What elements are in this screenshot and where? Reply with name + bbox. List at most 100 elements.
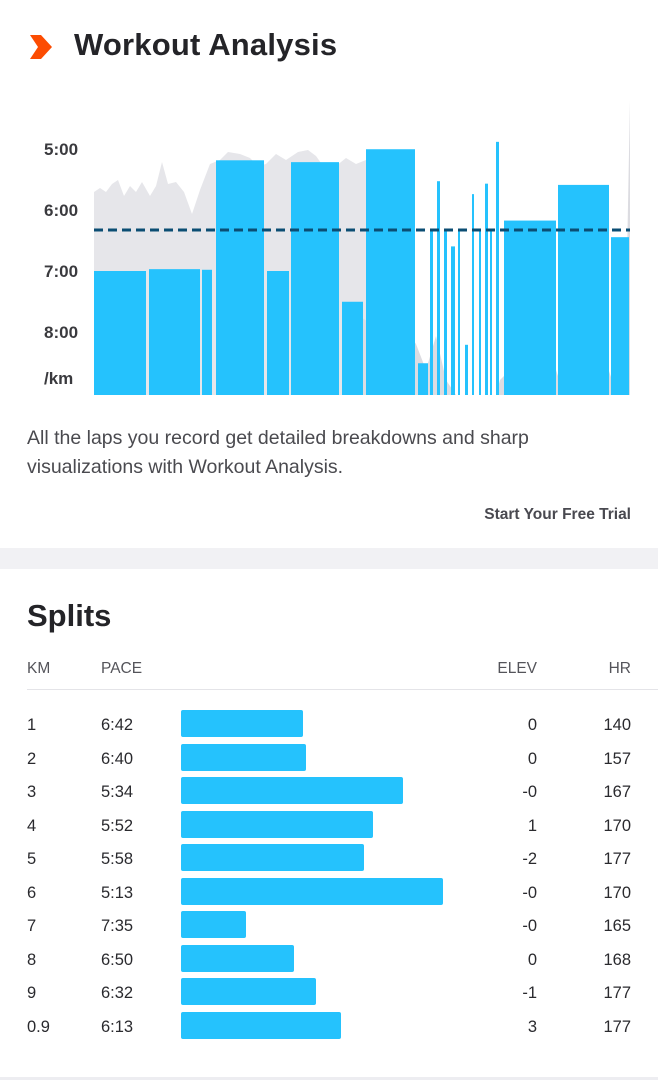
split-hr: 177 [603, 1017, 631, 1036]
split-pace: 6:40 [101, 749, 134, 768]
workout-analysis-description: All the laps you record get detailed bre… [27, 427, 529, 478]
split-pace: 5:34 [101, 783, 134, 801]
column-header-hr: HR [608, 660, 631, 677]
y-tick-label: 6:00 [44, 201, 79, 220]
lap-bar[interactable] [479, 229, 481, 395]
split-hr: 168 [603, 950, 631, 969]
split-hr: 170 [603, 816, 631, 835]
splits-title: Splits [27, 598, 112, 633]
split-elev: -0 [522, 883, 537, 902]
split-elev: 0 [527, 716, 537, 734]
split-pace-bar [181, 877, 443, 905]
table-row[interactable]: 3 5:34 -0 167 [0, 777, 658, 811]
lap-bars-svg [94, 100, 630, 395]
split-elev: -0 [522, 783, 537, 801]
lap-bar[interactable] [451, 246, 455, 395]
lap-bar[interactable] [485, 183, 488, 395]
split-hr: 165 [603, 917, 631, 935]
split-hr: 170 [603, 883, 631, 902]
split-elev: 3 [527, 1017, 537, 1036]
split-hr: 157 [603, 749, 631, 768]
lap-bar[interactable] [94, 271, 146, 395]
table-row[interactable]: 0.9 6:13 3 177 [0, 1011, 658, 1046]
bottom-divider [0, 1077, 658, 1080]
column-header-elev: ELEV [497, 660, 537, 677]
workout-analysis-header: Workout Analysis [0, 0, 658, 96]
split-pace: 6:32 [101, 984, 134, 1002]
lap-bar[interactable] [149, 269, 200, 395]
split-km: 2 [27, 749, 37, 768]
lap-bar[interactable] [291, 162, 339, 395]
split-pace: 6:42 [101, 716, 134, 734]
lap-bar[interactable] [490, 229, 492, 395]
split-elev: -1 [522, 984, 537, 1002]
table-row[interactable]: 2 6:40 0 157 [0, 743, 658, 778]
y-tick-label: 8:00 [44, 323, 79, 342]
y-tick-label: 5:00 [44, 140, 79, 159]
lap-bar[interactable] [366, 149, 415, 395]
lap-bar[interactable] [342, 301, 363, 395]
split-pace: 6:50 [101, 950, 134, 969]
split-pace-bar [181, 844, 364, 871]
chevron-logo-icon [30, 35, 52, 59]
table-row[interactable]: 5 5:58 -2 177 [0, 844, 658, 878]
split-hr: 140 [603, 716, 631, 734]
lap-bar[interactable] [504, 220, 556, 395]
lap-bar[interactable] [496, 141, 499, 395]
start-free-trial-link[interactable]: Start Your Free Trial [484, 506, 631, 523]
lap-bar[interactable] [444, 229, 447, 395]
table-row[interactable]: 4 5:52 1 170 [0, 810, 658, 845]
split-pace-bar [181, 743, 306, 771]
split-pace-bar [181, 978, 316, 1005]
lap-bar[interactable] [558, 184, 609, 395]
workout-analysis-chart[interactable]: 5:00 6:00 7:00 8:00 /km [0, 100, 658, 400]
split-pace-bar [181, 1011, 341, 1039]
split-km: 7 [27, 917, 37, 935]
split-pace-bar [181, 944, 294, 972]
split-pace: 5:52 [101, 816, 134, 835]
lap-bar[interactable] [418, 363, 428, 395]
table-row[interactable]: 6 5:13 -0 170 [0, 877, 658, 912]
split-elev: -2 [522, 850, 537, 868]
workout-analysis-title: Workout Analysis [74, 27, 338, 62]
split-pace: 5:58 [101, 850, 134, 868]
split-hr: 167 [603, 783, 631, 801]
lap-bar[interactable] [472, 194, 474, 395]
table-row[interactable]: 9 6:32 -1 177 [0, 978, 658, 1012]
split-hr: 177 [603, 850, 631, 868]
split-elev: -0 [522, 917, 537, 935]
split-elev: 0 [527, 749, 537, 768]
table-header-divider [27, 689, 658, 690]
split-km: 6 [27, 883, 37, 902]
lap-bar[interactable] [465, 344, 468, 395]
split-pace-bar [181, 710, 303, 737]
column-header-km: KM [27, 660, 51, 677]
table-row[interactable]: 7 7:35 -0 165 [0, 911, 658, 945]
y-axis-unit: /km [44, 369, 74, 388]
lap-bar[interactable] [430, 229, 433, 395]
split-pace: 7:35 [101, 917, 134, 935]
table-row[interactable]: 8 6:50 0 168 [0, 944, 658, 979]
split-pace-bar [181, 911, 246, 938]
split-km: 3 [27, 783, 37, 801]
table-row[interactable]: 1 6:42 0 140 [0, 710, 658, 744]
split-km: 1 [27, 716, 37, 734]
split-pace: 5:13 [101, 883, 134, 902]
lap-bar[interactable] [202, 269, 212, 395]
split-pace-bar [181, 777, 403, 804]
split-km: 8 [27, 950, 37, 969]
split-km: 5 [27, 850, 37, 868]
split-elev: 1 [527, 816, 537, 835]
lap-bar[interactable] [458, 229, 460, 395]
lap-bar[interactable] [267, 271, 289, 395]
lap-bar[interactable] [437, 181, 440, 395]
y-tick-label: 7:00 [44, 262, 79, 281]
split-pace: 6:13 [101, 1017, 134, 1036]
lap-bar[interactable] [216, 160, 264, 395]
section-divider [0, 548, 658, 569]
column-header-pace: PACE [101, 660, 143, 677]
split-km: 0.9 [27, 1017, 50, 1036]
lap-bar[interactable] [611, 237, 629, 395]
split-km: 4 [27, 816, 37, 835]
split-km: 9 [27, 984, 37, 1002]
